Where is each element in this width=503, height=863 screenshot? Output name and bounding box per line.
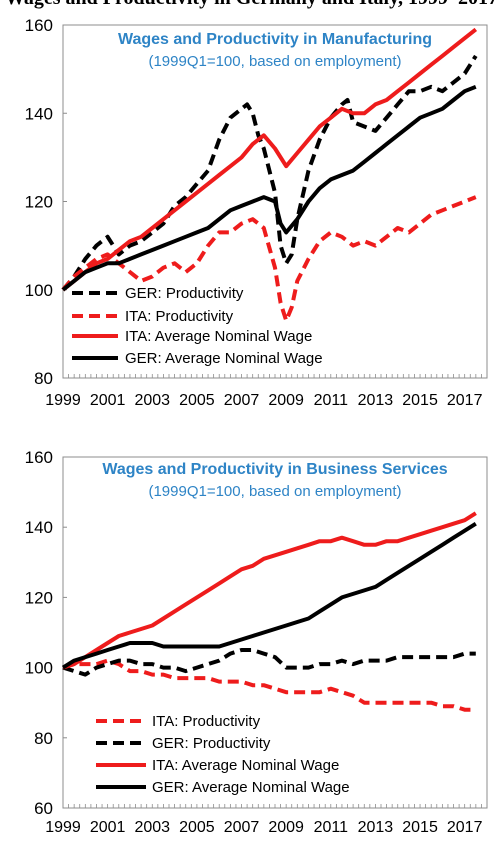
series-line-ger-average-nominal-wage [61, 522, 477, 670]
x-tick-label: 2011 [314, 392, 349, 409]
x-tick-label: 2005 [179, 392, 215, 409]
series-line-ger-productivity [62, 648, 476, 677]
x-tick-label: 2015 [402, 392, 438, 409]
legend-label-ita-average-nominal-wage: ITA: Average Nominal Wage [152, 757, 339, 774]
chart-title: Wages and Productivity in Manufacturing [118, 31, 432, 48]
page-title: Wages and Productivity in Germany and It… [0, 0, 503, 9]
y-tick-label: 60 [34, 799, 53, 818]
series-line-ita-productivity [61, 195, 477, 323]
chart-panel-business-services: 60 80 100 120 140 160 1999 2001 2003 2005 2007 2009… [0, 430, 503, 863]
y-tick-label: 140 [25, 518, 53, 537]
x-tick-label: 1999 [45, 392, 81, 409]
y-tick-label: 100 [25, 659, 53, 678]
chart-title: Wages and Productivity in Business Servi… [102, 461, 447, 478]
series-line-ita-productivity [62, 658, 476, 712]
series-line-ger-productivity [61, 54, 478, 292]
legend-label-ger-productivity: GER: Productivity [152, 735, 271, 752]
y-tick-label: 120 [25, 588, 53, 607]
y-tick-label: 80 [34, 729, 53, 748]
x-tick-label: 1999 [45, 819, 81, 836]
x-tick-label: 2003 [134, 819, 170, 836]
legend-label-ita-productivity: ITA: Productivity [152, 713, 261, 730]
x-tick-label: 2011 [314, 819, 349, 836]
chart-subtitle: (1999Q1=100, based on employment) [148, 483, 401, 500]
x-tick-label: 2007 [224, 392, 260, 409]
x-tick-label: 2013 [358, 392, 394, 409]
business-services-chart: 60 80 100 120 140 160 1999 2001 2003 2005 2007 2009… [25, 448, 488, 836]
x-tick-label: 2017 [447, 819, 483, 836]
x-tick-label: 2001 [90, 392, 126, 409]
y-tick-label: 120 [25, 193, 53, 212]
x-tick-label: 2003 [134, 392, 170, 409]
y-tick-label: 100 [25, 281, 53, 300]
series-line-ger-average-nominal-wage [61, 84, 477, 292]
y-tick-label: 140 [25, 104, 53, 123]
chart-panel-manufacturing: 80 100 120 140 160 1999 2001 2003 2005 2007 2009 20… [0, 0, 503, 430]
x-tick-label: 2009 [268, 819, 304, 836]
x-tick-label: 2017 [447, 392, 483, 409]
legend-label-ita-average-nominal-wage: ITA: Average Nominal Wage [125, 328, 312, 345]
x-tick-label: 2013 [358, 819, 394, 836]
y-tick-label: 160 [25, 448, 53, 467]
series-line-ita-average-nominal-wage [62, 511, 477, 670]
chart-subtitle: (1999Q1=100, based on employment) [148, 53, 401, 70]
x-tick-label: 2007 [224, 819, 260, 836]
x-tick-label: 2005 [179, 819, 215, 836]
y-tick-label: 160 [25, 16, 53, 35]
x-tick-label: 2009 [268, 392, 304, 409]
y-tick-label: 80 [34, 369, 53, 388]
legend-label-ger-average-nominal-wage: GER: Average Nominal Wage [125, 350, 323, 367]
x-tick-label: 2001 [90, 819, 126, 836]
legend-label-ita-productivity: ITA: Productivity [125, 308, 234, 325]
legend-label-ger-productivity: GER: Productivity [125, 285, 244, 302]
legend-label-ger-average-nominal-wage: GER: Average Nominal Wage [152, 779, 350, 796]
x-tick-label: 2015 [402, 819, 438, 836]
series-line-ita-average-nominal-wage [61, 27, 478, 292]
manufacturing-chart: 80 100 120 140 160 1999 2001 2003 2005 2007 2009 20… [25, 16, 488, 409]
